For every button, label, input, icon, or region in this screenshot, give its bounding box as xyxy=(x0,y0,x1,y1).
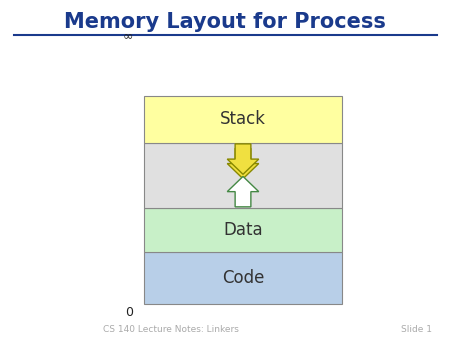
Text: ∞: ∞ xyxy=(122,29,133,42)
Text: Data: Data xyxy=(223,221,263,239)
Polygon shape xyxy=(227,144,259,174)
Text: Slide 1: Slide 1 xyxy=(401,325,432,334)
Text: Memory Layout for Process: Memory Layout for Process xyxy=(64,12,386,32)
Text: Code: Code xyxy=(222,269,264,287)
Bar xyxy=(144,143,342,208)
Polygon shape xyxy=(227,148,259,179)
Bar xyxy=(144,252,342,304)
Bar xyxy=(144,208,342,252)
Polygon shape xyxy=(227,176,259,207)
Text: CS 140 Lecture Notes: Linkers: CS 140 Lecture Notes: Linkers xyxy=(103,325,239,334)
Text: Stack: Stack xyxy=(220,111,266,128)
Text: 0: 0 xyxy=(125,306,133,319)
Bar xyxy=(144,96,342,143)
